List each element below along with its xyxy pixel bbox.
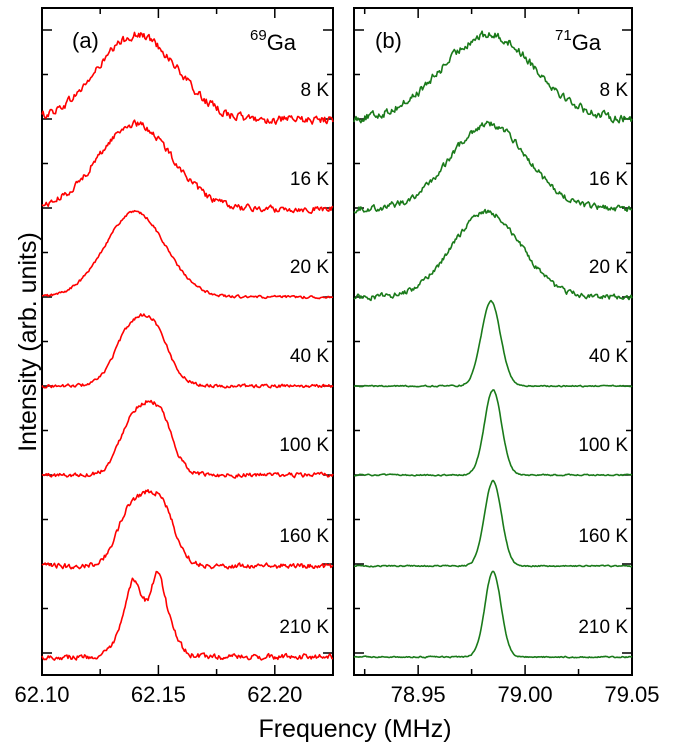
x-tick-label: 79.00 (498, 682, 553, 707)
panel-a-temperature-labels: 8 K 16 K 20 K 40 K 100 K 160 K 210 K (279, 80, 329, 638)
temperature-label: 210 K (279, 617, 329, 638)
y-axis-title: Intensity (arb. units) (14, 232, 42, 452)
panel-a-frame (42, 8, 333, 675)
x-tick-label: 62.15 (131, 682, 186, 707)
panel-b-nucleus-label: 71Ga (555, 27, 602, 55)
spectrum-line-160k (354, 481, 632, 567)
temperature-label: 16 K (290, 169, 329, 190)
temperature-label: 100 K (279, 435, 329, 456)
panel-b-spectra (354, 31, 632, 658)
spectrum-line-16k (354, 122, 632, 213)
temperature-label: 210 K (578, 617, 628, 638)
temperature-label: 8 K (599, 80, 628, 101)
panel-a-nucleus-label: 69Ga (250, 27, 297, 55)
panel-a-mass-number: 69 (250, 27, 267, 44)
panel-b-mass-number: 71 (555, 27, 572, 44)
temperature-label: 40 K (290, 346, 329, 367)
spectrum-line-210k (42, 572, 333, 660)
temperature-label: 16 K (589, 169, 628, 190)
panel-b-label: (b) (375, 28, 402, 53)
spectrum-line-16k (42, 120, 333, 213)
spectrum-line-40k (354, 301, 632, 387)
x-tick-label: 79.05 (604, 682, 659, 707)
x-tick-label: 78.95 (391, 682, 446, 707)
x-tick-label: 62.10 (14, 682, 69, 707)
panel-b: 78.95 79.00 79.05 8 K 16 K 20 K 40 K 100 K 160 … (354, 8, 660, 707)
panel-a-element-symbol: Ga (267, 30, 297, 55)
panel-a-x-tick-labels: 62.10 62.15 62.20 (14, 682, 302, 707)
spectrum-line-210k (354, 571, 632, 658)
spectrum-line-20k (42, 211, 333, 299)
panel-b-temperature-labels: 8 K 16 K 20 K 40 K 100 K 160 K 210 K (578, 80, 628, 638)
temperature-label: 160 K (279, 526, 329, 547)
x-tick-label: 62.20 (247, 682, 302, 707)
panel-b-element-symbol: Ga (572, 30, 602, 55)
panel-a: 62.10 62.15 62.20 8 K 16 K 20 K 40 K 100 K 160 … (14, 8, 333, 707)
panel-a-ticks (42, 8, 333, 675)
x-axis-title: Frequency (MHz) (258, 715, 451, 743)
temperature-label: 160 K (578, 526, 628, 547)
temperature-label: 20 K (290, 257, 329, 278)
spectrum-line-20k (354, 210, 632, 301)
temperature-label: 40 K (589, 346, 628, 367)
temperature-label: 8 K (300, 80, 329, 101)
temperature-label: 20 K (589, 257, 628, 278)
panel-b-x-tick-labels: 78.95 79.00 79.05 (391, 682, 660, 707)
temperature-label: 100 K (578, 435, 628, 456)
spectrum-line-100k (354, 390, 632, 476)
panel-a-label: (a) (72, 28, 99, 53)
